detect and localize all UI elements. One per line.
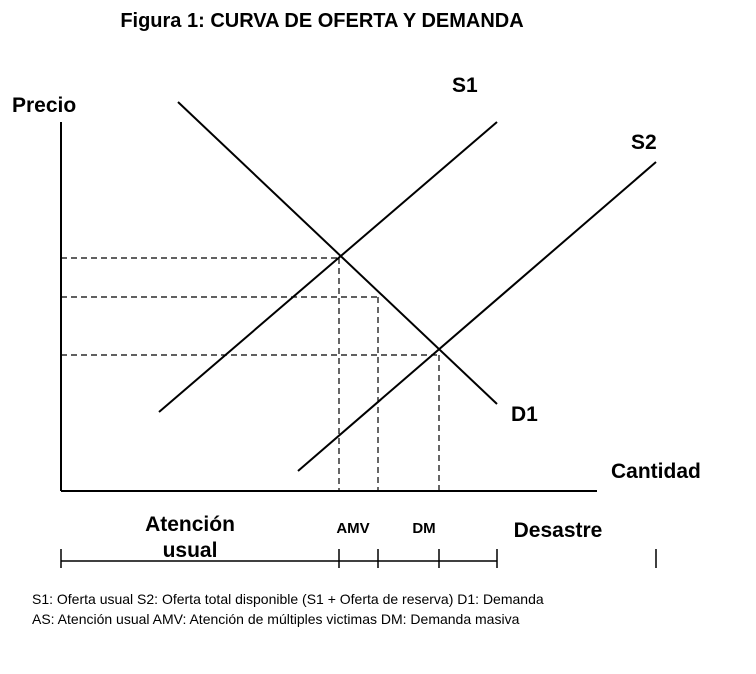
legend-line-1: S1: Oferta usual S2: Oferta total dispon… [32,591,544,607]
zone-amv-label: AMV [336,520,369,537]
zone-disaster-label: Desastre [514,519,603,542]
s2-label: S2 [631,131,657,154]
zone-usual-label-line2: usual [163,539,218,562]
demand-curve-d1 [177,101,498,405]
figure-title: Figura 1: CURVA DE OFERTA Y DEMANDA [120,10,523,32]
y-axis-label: Precio [12,94,76,117]
supply-curve-s2 [297,161,657,472]
legend-line-2: AS: Atención usual AMV: Atención de múlt… [32,611,520,627]
equilibrium-guides [61,257,440,491]
zone-scale [60,549,657,568]
zone-usual-label-line1: Atención [145,513,235,536]
supply-curve-s1 [158,121,498,413]
x-axis-label: Cantidad [611,460,701,483]
s1-label: S1 [452,74,478,97]
d1-label: D1 [511,403,538,426]
zone-dm-label: DM [412,520,435,537]
